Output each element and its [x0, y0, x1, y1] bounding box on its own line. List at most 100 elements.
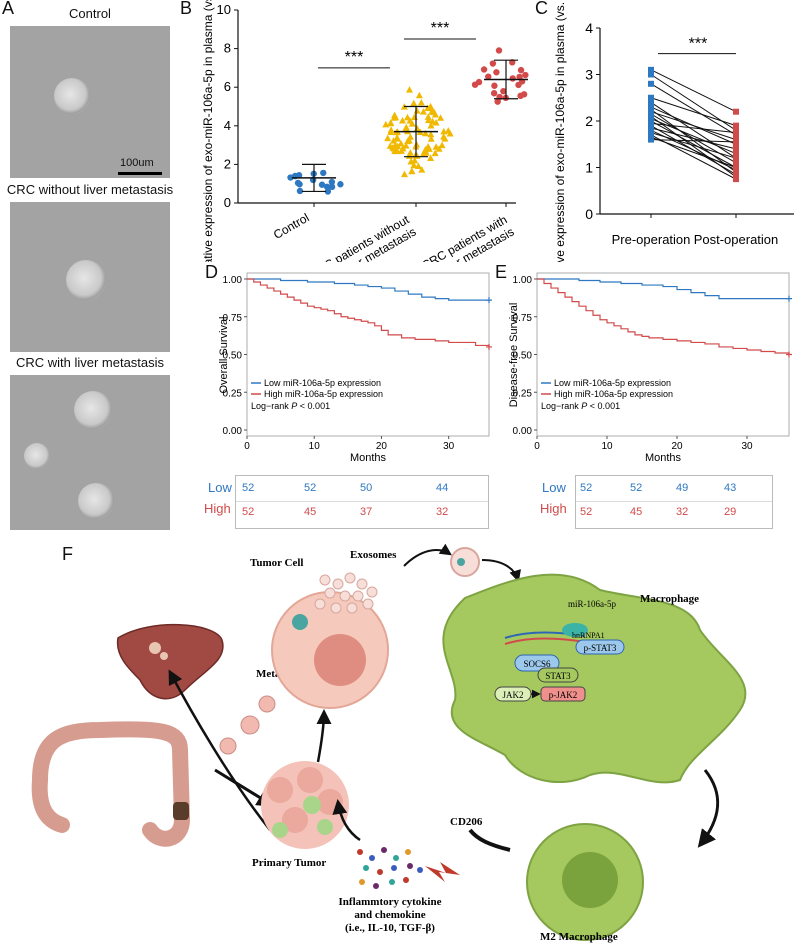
data-point — [393, 133, 401, 141]
survival-curve — [247, 278, 490, 347]
data-point — [320, 169, 327, 177]
label-hnrnpa1: hnRNPA1 — [572, 631, 605, 640]
label-cd206: CD206 — [450, 816, 483, 828]
liver-illustration — [116, 624, 224, 700]
data-point — [397, 140, 405, 147]
x-tick-label: 20 — [671, 441, 683, 452]
data-point — [408, 167, 416, 175]
data-point — [427, 135, 435, 142]
risk-cell: 52 — [580, 482, 593, 494]
y-tick-label: 1 — [585, 160, 593, 176]
post-point — [733, 171, 739, 178]
risk-cell: 52 — [304, 482, 317, 494]
data-point — [515, 81, 522, 89]
pair-line — [650, 139, 737, 143]
data-point — [419, 108, 427, 115]
data-point — [415, 91, 423, 99]
scale-bar — [118, 172, 162, 175]
mechanism-schematic: Metastasis Primary Tumor Tumor Cell Exos… — [31, 543, 747, 943]
colon-illustration — [32, 721, 191, 847]
label-cytokine-2: and chemokine — [354, 909, 425, 921]
y-tick-label: 0.25 — [223, 388, 243, 399]
data-point — [323, 183, 331, 190]
tumor-cell-illustration — [271, 591, 389, 709]
x-tick-label: 10 — [601, 441, 613, 452]
risk-cell: 44 — [436, 482, 449, 494]
post-point — [733, 129, 739, 136]
post-point — [733, 145, 739, 152]
label-mir: miR-106a-5p — [568, 599, 616, 609]
data-point — [441, 135, 449, 142]
pair-line — [650, 69, 737, 113]
data-point — [435, 145, 443, 152]
micrograph-without-metastasis — [10, 202, 170, 352]
pvalue-label: Log−rank P < 0.001 — [541, 401, 620, 411]
panel-label-e: E — [495, 262, 508, 282]
data-point — [425, 145, 433, 152]
risk-row-high-label: High — [204, 501, 231, 516]
x-tick-label: 30 — [443, 441, 455, 452]
pre-point — [648, 80, 654, 87]
risk-cell: 32 — [676, 506, 689, 518]
y-tick-label: 0.75 — [223, 313, 243, 324]
micrograph-caption-control: Control — [69, 6, 111, 21]
scale-bar-label: 100um — [120, 157, 154, 169]
data-point — [427, 104, 435, 112]
risk-row-low-label: Low — [208, 480, 232, 495]
data-point — [427, 130, 435, 138]
data-point — [520, 91, 528, 98]
data-point — [427, 121, 435, 129]
data-point — [406, 133, 414, 140]
legend-label: Low miR-106a-5p expression — [264, 378, 381, 388]
x-tick-label: 10 — [309, 441, 321, 452]
sig-label: *** — [345, 49, 364, 66]
m2-macrophage-illustration — [526, 823, 644, 941]
data-point — [401, 125, 409, 133]
data-point — [296, 187, 304, 195]
data-point — [405, 152, 413, 159]
y-tick-label: 0 — [585, 206, 593, 222]
data-point — [421, 129, 429, 137]
data-point — [403, 113, 411, 121]
risk-cell: 52 — [630, 482, 643, 494]
y-tick-label: 4 — [585, 20, 593, 36]
data-point — [417, 98, 425, 106]
data-point — [489, 60, 497, 67]
data-point — [509, 75, 516, 82]
panel-label-d: D — [205, 262, 218, 282]
panel-label-b: B — [180, 0, 193, 18]
data-point — [387, 119, 395, 127]
y-tick-label: 8 — [224, 41, 231, 56]
data-point — [399, 144, 407, 152]
data-point — [438, 141, 446, 149]
data-point — [424, 113, 432, 120]
label-cytokine-1: Inflammtory cytokine — [339, 896, 442, 908]
data-point — [410, 99, 418, 107]
pair-line — [650, 97, 737, 127]
data-point — [410, 161, 418, 169]
y-tick-label: 0 — [224, 195, 231, 210]
censor-mark — [486, 343, 492, 350]
x-axis-label: Months — [350, 452, 387, 464]
data-point — [413, 107, 421, 114]
panel-label-a: A — [2, 0, 15, 18]
survival-curve — [247, 278, 489, 301]
risk-cell: 45 — [304, 506, 317, 518]
data-point — [387, 126, 395, 133]
data-point — [437, 114, 445, 121]
exosome-cloud — [314, 572, 378, 614]
pair-line — [650, 111, 737, 141]
post-point — [733, 176, 739, 183]
lightning-icon — [425, 862, 460, 882]
legend-label: Low miR-106a-5p expression — [554, 378, 671, 388]
data-point — [394, 142, 402, 150]
y-tick-label: 4 — [224, 118, 231, 133]
sig-label: *** — [431, 20, 450, 37]
y-tick-label: 6 — [224, 79, 231, 94]
y-tick-label: 0.25 — [513, 388, 533, 399]
plot-frame — [536, 272, 790, 437]
x-tick-label: Post-operation — [694, 232, 779, 247]
pre-point — [648, 99, 654, 106]
y-tick-label: 0.00 — [513, 426, 533, 437]
